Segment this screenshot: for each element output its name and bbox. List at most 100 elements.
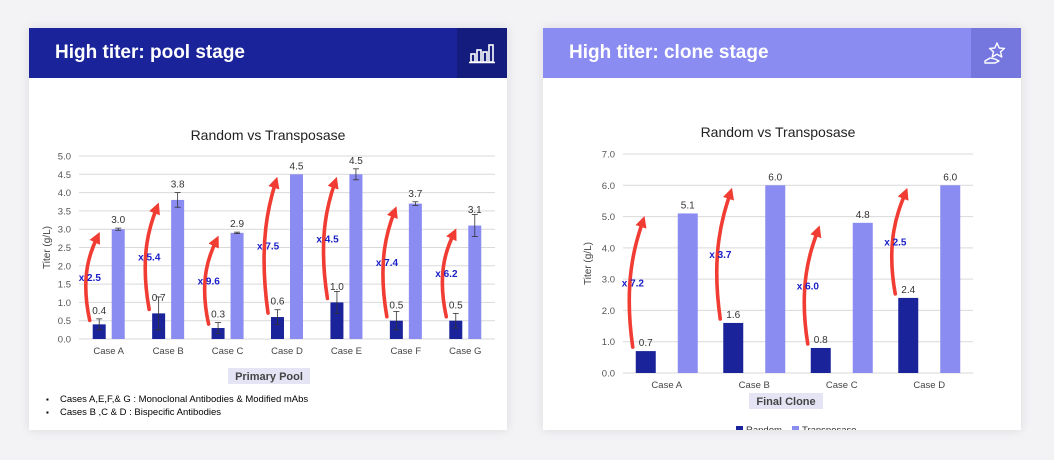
x-tick-label: Case G bbox=[449, 346, 481, 357]
x-tick-label: Case A bbox=[93, 346, 124, 357]
transposase-value-label: 3.0 bbox=[111, 215, 125, 226]
x-tick-label: Case F bbox=[391, 346, 422, 357]
random-bar bbox=[635, 351, 656, 373]
legend-swatch-transposase bbox=[792, 426, 799, 430]
improvement-arrow bbox=[84, 232, 100, 323]
fold-change-label: x 3.7 bbox=[709, 250, 732, 261]
improvement-arrow bbox=[202, 235, 219, 326]
y-tick-label: 0.0 bbox=[58, 335, 71, 346]
note-item: Cases B ,C & D : Bispecific Antibodies bbox=[46, 406, 308, 419]
clone-stage-header: High titer: clone stage bbox=[543, 28, 1021, 78]
improvement-arrow bbox=[321, 176, 339, 301]
transposase-value-label: 2.9 bbox=[230, 219, 244, 230]
x-tick-label: Case D bbox=[271, 346, 303, 357]
transposase-value-label: 4.5 bbox=[290, 161, 304, 172]
y-tick-label: 2.5 bbox=[58, 243, 71, 254]
transposase-bar bbox=[349, 174, 363, 339]
chart-title: Random vs Transposase bbox=[701, 124, 856, 140]
y-tick-label: 7.0 bbox=[602, 150, 615, 161]
legend-label-random: Random bbox=[746, 425, 782, 430]
random-value-label: 0.4 bbox=[92, 306, 106, 317]
y-tick-label: 0.0 bbox=[602, 369, 615, 380]
improvement-arrow bbox=[440, 228, 457, 319]
random-value-label: 1.0 bbox=[330, 282, 344, 293]
note-item: Cases A,E,F,& G : Monoclonal Antibodies … bbox=[46, 393, 308, 406]
improvement-arrow bbox=[627, 215, 647, 349]
random-bar bbox=[723, 322, 744, 373]
transposase-value-label: 3.7 bbox=[408, 189, 422, 200]
random-bar bbox=[330, 302, 344, 339]
transposase-bar bbox=[408, 203, 422, 339]
random-bar bbox=[271, 317, 284, 339]
x-tick-label: Case C bbox=[212, 346, 244, 357]
transposase-bar bbox=[677, 213, 698, 373]
random-bar bbox=[810, 347, 831, 373]
x-tick-label: Case A bbox=[651, 380, 682, 391]
improvement-arrow bbox=[802, 225, 822, 346]
y-axis-label: Titer (g/L) bbox=[42, 226, 53, 269]
y-tick-label: 0.5 bbox=[58, 316, 71, 327]
y-tick-label: 5.0 bbox=[58, 152, 71, 163]
y-tick-label: 4.5 bbox=[58, 170, 71, 181]
fold-change-label: x 4.5 bbox=[316, 234, 339, 245]
pool-stage-header: High titer: pool stage bbox=[29, 28, 507, 78]
transposase-value-label: 6.0 bbox=[768, 172, 782, 183]
bar-chart-icon bbox=[457, 28, 507, 78]
fold-change-label: x 2.5 bbox=[79, 273, 102, 284]
antibody-notes: Cases A,E,F,& G : Monoclonal Antibodies … bbox=[46, 393, 308, 419]
legend-swatch-random bbox=[736, 426, 743, 430]
transposase-value-label: 3.1 bbox=[468, 205, 482, 216]
transposase-bar bbox=[111, 229, 125, 339]
chart-title: Random vs Transposase bbox=[191, 127, 346, 143]
fold-change-label: x 2.5 bbox=[884, 238, 907, 249]
y-tick-label: 2.0 bbox=[602, 306, 615, 317]
improvement-arrow bbox=[381, 206, 398, 319]
fold-change-label: x 7.5 bbox=[257, 242, 280, 253]
y-tick-label: 4.0 bbox=[58, 188, 71, 199]
transposase-value-label: 6.0 bbox=[943, 172, 957, 183]
improvement-arrow bbox=[143, 202, 160, 312]
random-value-label: 0.5 bbox=[449, 300, 463, 311]
clone-stage-title: High titer: clone stage bbox=[569, 42, 769, 63]
clone-stage-panel: High titer: clone stage Random vs Transp… bbox=[543, 28, 1021, 430]
y-tick-label: 2.0 bbox=[58, 261, 71, 272]
random-value-label: 0.7 bbox=[152, 293, 166, 304]
transposase-value-label: 4.8 bbox=[856, 210, 870, 221]
y-tick-label: 1.0 bbox=[58, 298, 71, 309]
x-axis-label: Primary Pool bbox=[235, 371, 303, 383]
y-tick-label: 5.0 bbox=[602, 212, 615, 223]
random-value-label: 0.3 bbox=[211, 310, 225, 321]
y-tick-label: 1.0 bbox=[602, 337, 615, 348]
y-tick-label: 1.5 bbox=[58, 280, 71, 291]
x-axis-label-bg bbox=[749, 393, 823, 409]
random-bar bbox=[449, 320, 463, 339]
pool-stage-chart: Random vs Transposase 0.0 0.5 1.0 1.5 2.0 2.5 3… bbox=[42, 127, 495, 384]
legend-label-transposase: Transposase bbox=[802, 425, 857, 430]
improvement-arrow bbox=[262, 176, 280, 315]
improvement-arrow bbox=[889, 187, 909, 296]
x-axis-label: Final Clone bbox=[756, 396, 815, 408]
y-tick-label: 3.0 bbox=[602, 275, 615, 286]
star-hand-icon bbox=[971, 28, 1021, 78]
improvement-arrow bbox=[714, 187, 734, 321]
clone-stage-chart: Random vs Transposase 0.0 1.0 2.0 3.0 4.0 5.0 6… bbox=[583, 124, 973, 430]
transposase-bar bbox=[468, 225, 482, 339]
random-value-label: 1.6 bbox=[726, 310, 740, 321]
y-axis-label: Titer (g/L) bbox=[583, 242, 594, 285]
x-tick-label: Case B bbox=[739, 380, 770, 391]
y-tick-label: 4.0 bbox=[602, 243, 615, 254]
fold-change-label: x 9.6 bbox=[198, 276, 221, 287]
pool-stage-title: High titer: pool stage bbox=[55, 42, 245, 63]
random-value-label: 2.4 bbox=[901, 285, 915, 296]
y-tick-label: 6.0 bbox=[602, 181, 615, 192]
y-tick-label: 3.5 bbox=[58, 206, 71, 217]
transposase-value-label: 5.1 bbox=[681, 200, 695, 211]
x-tick-label: Case C bbox=[826, 380, 858, 391]
transposase-value-label: 4.5 bbox=[349, 156, 363, 167]
transposase-bar bbox=[940, 185, 961, 373]
y-tick-label: 3.0 bbox=[58, 225, 71, 236]
random-bar bbox=[92, 324, 106, 339]
random-bar bbox=[898, 297, 919, 373]
x-tick-label: Case D bbox=[913, 380, 945, 391]
transposase-bar bbox=[765, 185, 786, 373]
